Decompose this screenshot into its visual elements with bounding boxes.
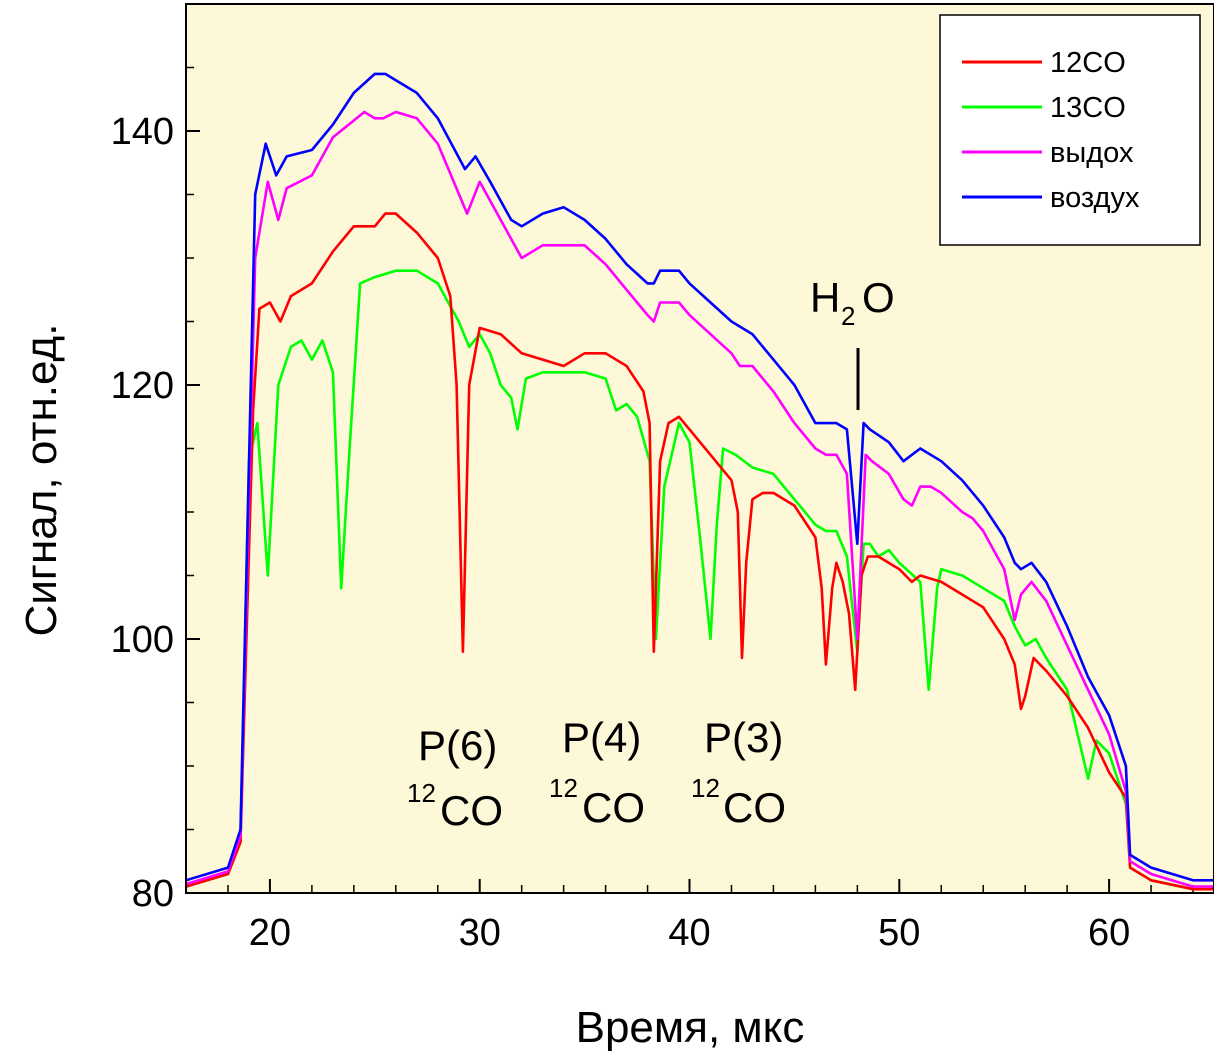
plot-frame bbox=[185, 3, 1214, 894]
x-tick-label: 20 bbox=[249, 912, 291, 954]
annotation-p6-isotope: 12 bbox=[407, 778, 436, 808]
series-line-4 bbox=[186, 72, 1214, 882]
legend: 12CO 13CO выдох воздух bbox=[939, 14, 1201, 246]
legend-label: 13CO bbox=[1050, 92, 1126, 124]
y-tick-label: 120 bbox=[111, 365, 174, 407]
x-tick-label: 50 bbox=[878, 912, 920, 954]
annotation-h2o-o: O bbox=[862, 274, 895, 321]
annotation-p6: P(6) bbox=[418, 722, 497, 769]
series-line-1 bbox=[186, 212, 1214, 891]
series-layer bbox=[186, 72, 1214, 891]
x-tick-label: 40 bbox=[668, 912, 710, 954]
y-tick-label: 80 bbox=[132, 873, 174, 915]
legend-label: 12CO bbox=[1050, 47, 1126, 79]
x-tick-label: 60 bbox=[1088, 912, 1130, 954]
annotation-h2o-h: H bbox=[810, 274, 840, 321]
series-line-2 bbox=[186, 269, 1214, 891]
legend-box bbox=[939, 14, 1201, 246]
x-tick-labels: 20 30 40 50 60 bbox=[249, 912, 1130, 954]
y-tick-label: 140 bbox=[111, 111, 174, 153]
series-line-3 bbox=[186, 110, 1214, 888]
line-annotations: P(6) 12 CO P(4) 12 CO P(3) 12 CO H 2 O bbox=[407, 274, 895, 834]
x-tick-label: 30 bbox=[459, 912, 501, 954]
annotation-p6-molecule: CO bbox=[440, 787, 503, 834]
y-tick-label: 100 bbox=[111, 619, 174, 661]
y-axis-title: Сигнал, отн.ед. bbox=[17, 324, 66, 637]
annotation-h2o-subscript: 2 bbox=[841, 301, 855, 331]
annotation-p3-isotope: 12 bbox=[691, 773, 720, 803]
annotation-p4-molecule: CO bbox=[582, 784, 645, 831]
annotation-p4: P(4) bbox=[562, 714, 641, 761]
legend-label: воздух bbox=[1050, 182, 1140, 214]
annotation-p3-molecule: CO bbox=[723, 784, 786, 831]
legend-label: выдох bbox=[1050, 137, 1134, 169]
annotation-p3: P(3) bbox=[704, 714, 783, 761]
annotation-p4-isotope: 12 bbox=[549, 773, 578, 803]
y-tick-labels: 80 100 120 140 bbox=[111, 111, 174, 915]
x-axis-title: Время, мкс bbox=[576, 1003, 805, 1052]
